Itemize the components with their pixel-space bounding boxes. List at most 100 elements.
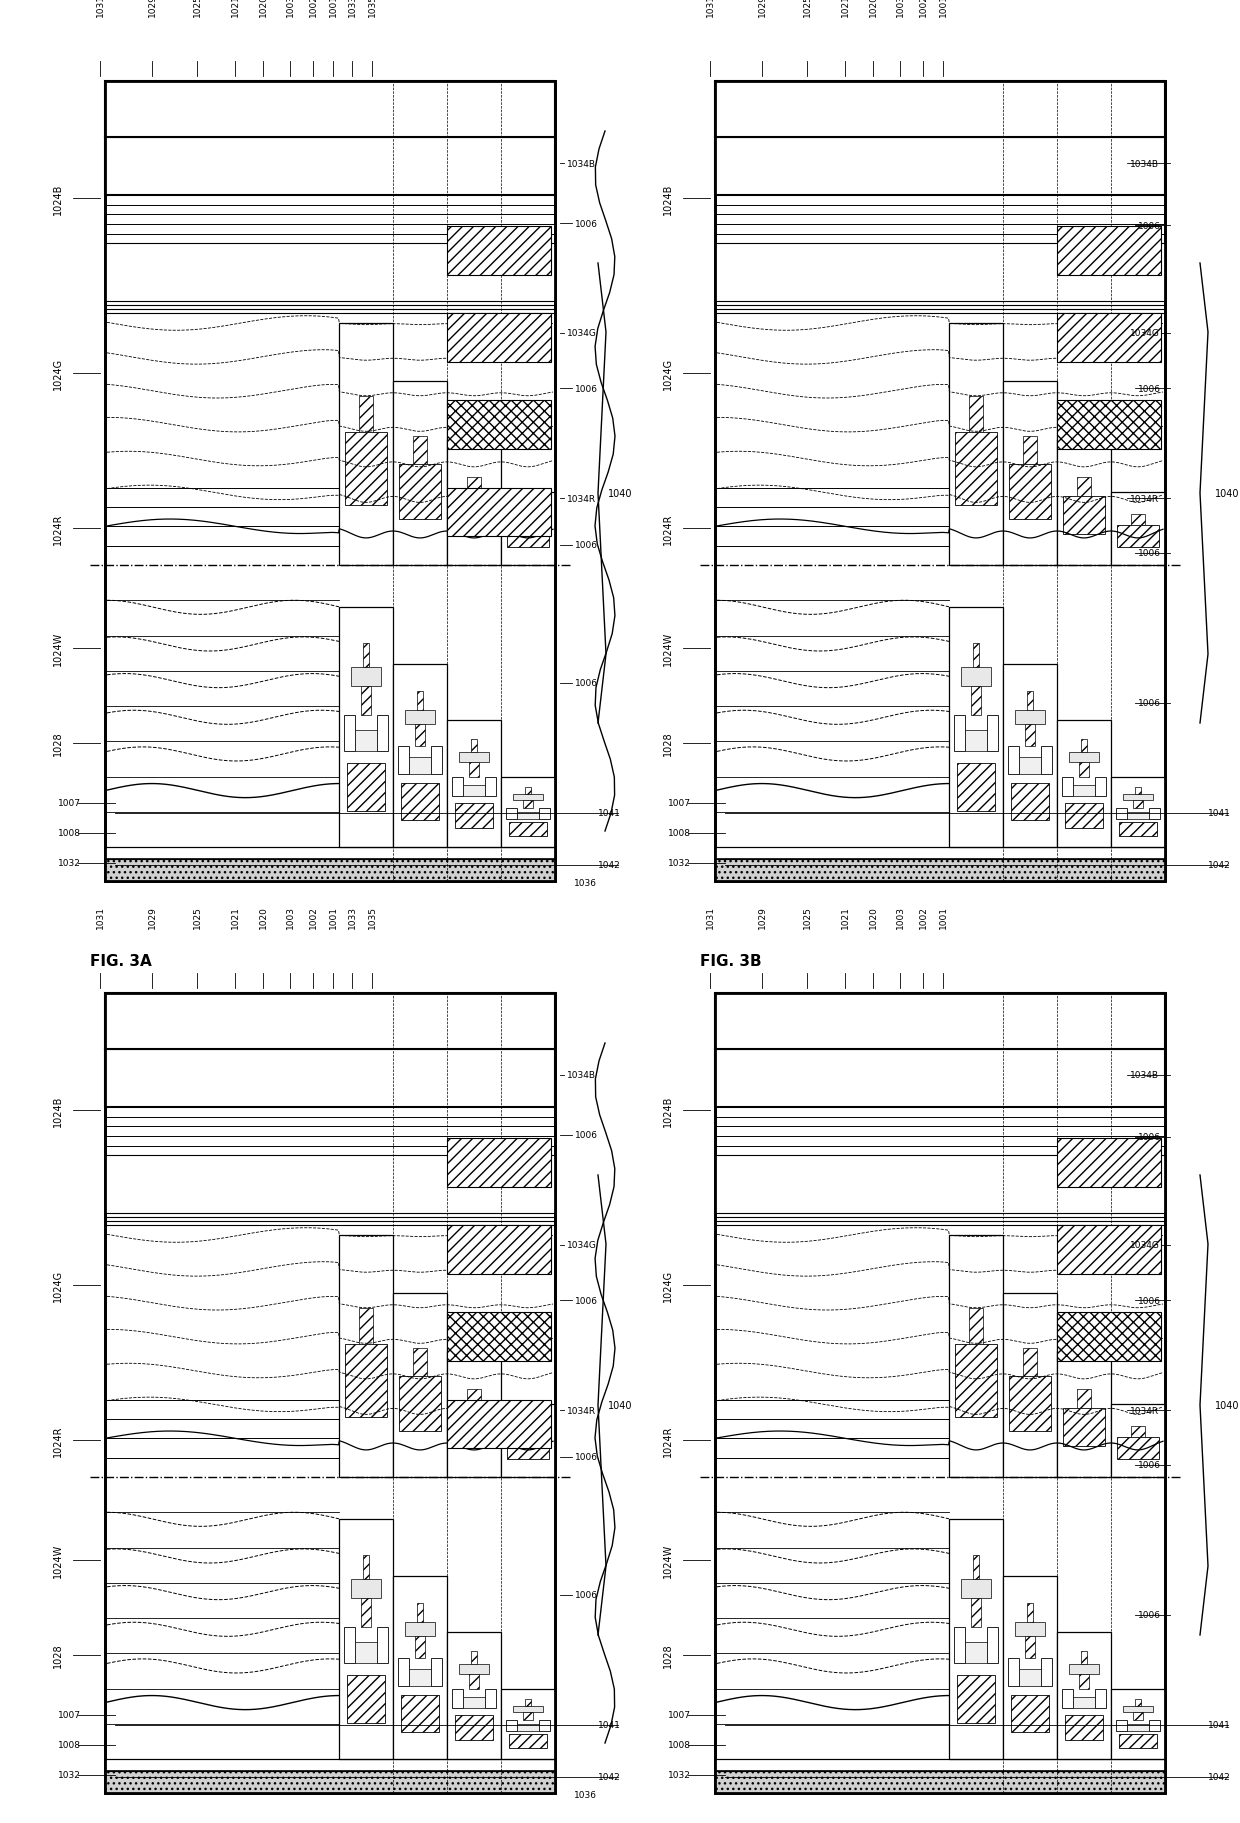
Bar: [105, 994, 556, 1794]
Bar: [401, 784, 439, 820]
Bar: [105, 244, 556, 303]
Text: 1040: 1040: [1215, 489, 1240, 500]
Bar: [105, 82, 556, 882]
Bar: [1078, 1389, 1091, 1407]
Bar: [401, 1695, 439, 1732]
Bar: [961, 667, 991, 687]
Text: 1007: 1007: [668, 798, 691, 808]
Bar: [105, 82, 556, 882]
Bar: [464, 786, 485, 797]
Text: 1024B: 1024B: [53, 184, 63, 215]
Text: 1025: 1025: [802, 0, 811, 16]
Bar: [446, 1351, 501, 1477]
Bar: [467, 478, 481, 496]
Bar: [459, 753, 489, 762]
Text: 1003: 1003: [285, 0, 295, 16]
Bar: [1040, 747, 1052, 775]
Bar: [1056, 1313, 1161, 1362]
Bar: [1003, 664, 1056, 848]
Text: 1020: 1020: [258, 0, 268, 16]
Bar: [446, 314, 551, 363]
Text: 1025: 1025: [802, 906, 811, 928]
Text: 1036: 1036: [574, 1790, 596, 1799]
Bar: [453, 1690, 464, 1708]
Bar: [1116, 1721, 1127, 1730]
Bar: [1081, 740, 1087, 753]
Bar: [105, 994, 556, 1794]
Text: 1024W: 1024W: [53, 1542, 63, 1577]
Bar: [399, 1376, 440, 1431]
Text: 1035: 1035: [367, 906, 377, 928]
Bar: [715, 1770, 1166, 1794]
Bar: [715, 82, 1166, 882]
Bar: [345, 1628, 355, 1663]
Bar: [1095, 778, 1106, 797]
Bar: [715, 1050, 1166, 1107]
Text: 1041: 1041: [1208, 1721, 1231, 1730]
Text: 1006: 1006: [575, 385, 598, 394]
Bar: [715, 244, 1166, 303]
Text: 1032: 1032: [58, 859, 81, 868]
Bar: [957, 1675, 994, 1723]
Bar: [1111, 777, 1166, 848]
Bar: [446, 720, 501, 848]
Text: 1003: 1003: [285, 906, 295, 928]
Bar: [339, 607, 393, 848]
Text: 1020: 1020: [868, 906, 878, 928]
Bar: [501, 494, 556, 565]
Text: 1035: 1035: [367, 0, 377, 16]
Bar: [715, 994, 1166, 1050]
Bar: [1056, 1139, 1161, 1187]
Bar: [965, 1643, 987, 1663]
Bar: [446, 489, 551, 536]
Text: FIG. 3B: FIG. 3B: [701, 953, 761, 970]
Bar: [525, 788, 531, 795]
Bar: [987, 1628, 998, 1663]
Bar: [1073, 1697, 1095, 1708]
Text: 1024R: 1024R: [53, 512, 63, 545]
Bar: [1008, 747, 1019, 775]
Bar: [523, 1712, 533, 1721]
Text: FIG. 3A: FIG. 3A: [91, 953, 151, 970]
Text: 1028: 1028: [53, 731, 63, 757]
Bar: [965, 731, 987, 751]
Text: 1034B: 1034B: [1130, 1070, 1159, 1079]
Bar: [455, 1715, 494, 1739]
Bar: [399, 465, 440, 520]
Bar: [1019, 1670, 1040, 1686]
Text: 1031: 1031: [706, 906, 714, 928]
Bar: [1065, 804, 1102, 828]
Bar: [715, 139, 1166, 195]
Bar: [501, 777, 556, 848]
Text: 1006: 1006: [1138, 549, 1161, 558]
Bar: [1063, 778, 1073, 797]
Bar: [521, 1426, 534, 1437]
Bar: [377, 716, 388, 751]
Bar: [1073, 786, 1095, 797]
Bar: [105, 848, 556, 859]
Bar: [1133, 1712, 1143, 1721]
Bar: [956, 1344, 997, 1416]
Bar: [961, 1579, 991, 1599]
Bar: [506, 1721, 517, 1730]
Bar: [1027, 1602, 1033, 1622]
Bar: [957, 764, 994, 811]
Bar: [1133, 800, 1143, 809]
Text: 1021: 1021: [841, 906, 849, 928]
Text: 1020: 1020: [868, 0, 878, 16]
Bar: [454, 1407, 495, 1446]
Bar: [360, 1307, 373, 1344]
Bar: [361, 687, 371, 716]
Bar: [467, 1389, 481, 1407]
Bar: [1069, 753, 1099, 762]
Bar: [715, 994, 1166, 1794]
Text: 1002: 1002: [919, 0, 928, 16]
Text: 1021: 1021: [231, 906, 239, 928]
Bar: [510, 1734, 547, 1748]
Bar: [955, 1628, 965, 1663]
Bar: [105, 1156, 556, 1214]
Text: 1006: 1006: [575, 219, 598, 228]
Bar: [446, 1225, 551, 1274]
Bar: [501, 1688, 556, 1759]
Bar: [1016, 711, 1045, 726]
